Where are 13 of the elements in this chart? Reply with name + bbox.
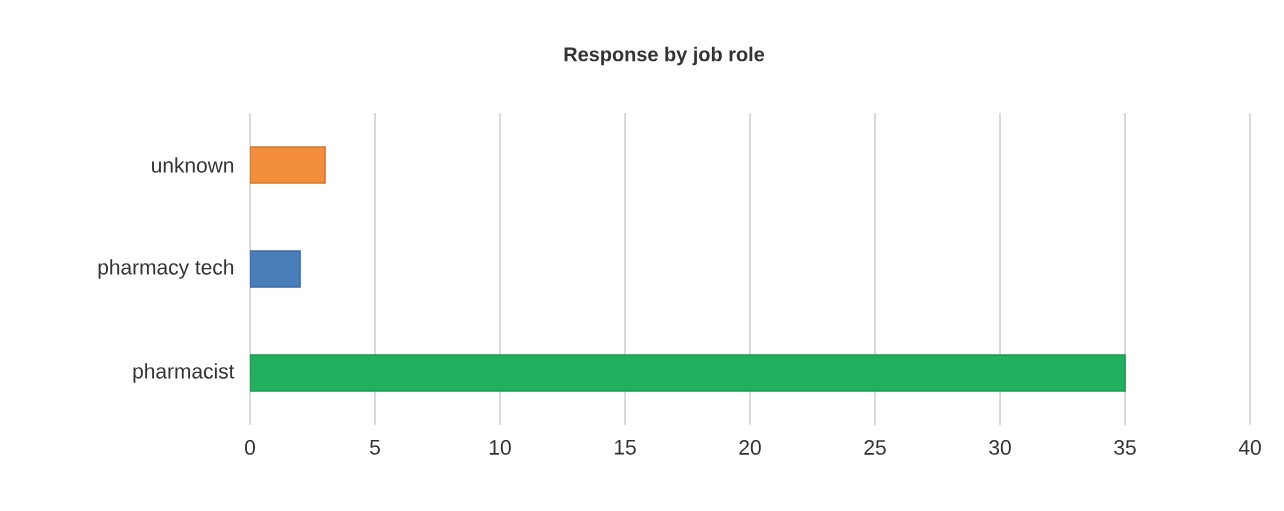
x-tick-label: 20: [739, 440, 761, 455]
x-tick-label: 15: [614, 440, 636, 455]
y-tick-label: unknown: [152, 157, 234, 173]
x-tick-label: 40: [1238, 440, 1261, 455]
x-tick-label: 10: [489, 440, 511, 455]
x-tick-label: 30: [989, 440, 1011, 455]
x-tick-label: 25: [864, 440, 886, 455]
y-tick-label: pharmacist: [133, 363, 235, 383]
y-tick-label: pharmacy tech: [98, 259, 234, 279]
x-tick-label: 35: [1114, 440, 1136, 455]
x-tick-label: 5: [370, 440, 380, 455]
x-tick-label: 0: [245, 440, 256, 455]
chart-title: Response by job role: [564, 46, 765, 66]
